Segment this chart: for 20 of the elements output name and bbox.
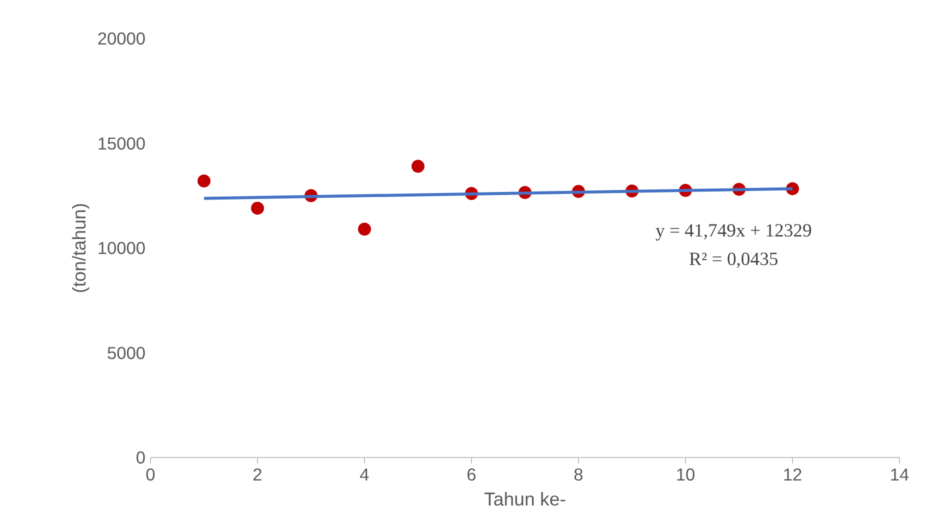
x-tick-label: 14 [890,464,910,484]
x-tick-label: 6 [466,464,476,484]
x-tick-label: 12 [782,464,802,484]
point [358,222,371,236]
y-tick-label: 0 [136,448,146,468]
point [412,160,424,173]
y-tick-label: 10000 [97,238,146,258]
y-axis-title: (ton/tahun) [68,202,90,294]
x-axis-title: Tahun ke- [484,488,566,510]
point [198,174,210,188]
annotation: y = 41,749x + 12329 [656,220,812,242]
annotation: R² = 0,0435 [689,248,778,270]
x-tick-label: 8 [574,464,584,484]
y-tick-label: 20000 [97,28,146,48]
y-tick-label: 5000 [106,342,146,363]
y-tick-label: 15000 [97,133,146,154]
x-tick-label: 4 [360,464,370,484]
point [251,202,264,215]
x-tick-label: 10 [676,464,696,484]
x-tick-label: 2 [252,464,262,484]
